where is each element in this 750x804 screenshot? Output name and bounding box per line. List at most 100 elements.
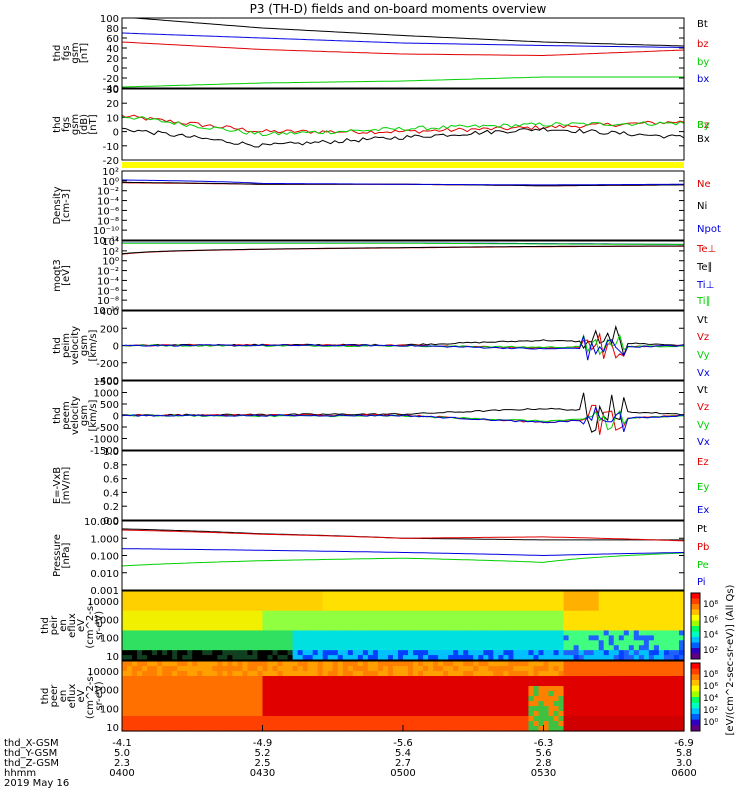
spectrogram-cell (262, 706, 269, 712)
spectrogram-cell (403, 630, 409, 636)
spectrogram-cell (392, 666, 399, 672)
spectrogram-cell (648, 605, 655, 612)
spectrogram-cell (548, 706, 555, 712)
spectrogram-cell (137, 661, 143, 667)
spectrogram-cell (668, 716, 675, 722)
spectrogram-cell (147, 691, 153, 697)
spectrogram-cell (387, 686, 394, 692)
spectrogram-cell (152, 726, 158, 732)
spectrogram-cell (177, 645, 183, 651)
spectrogram-cell (583, 681, 590, 687)
spectrogram-cell (408, 661, 414, 667)
spectrogram-cell (137, 726, 143, 732)
spectrogram-cell (272, 591, 279, 597)
spectrogram-cell (478, 661, 484, 667)
spectrogram-cell (438, 620, 444, 627)
spectrogram-cell (267, 650, 274, 656)
spectrogram-cell (458, 696, 464, 702)
x-tick-label: 5.8 (676, 748, 692, 759)
spectrogram-cell (277, 630, 284, 636)
spectrogram-cell (307, 716, 314, 722)
spectrogram-cell (483, 600, 489, 607)
spectrogram-cell (503, 671, 509, 677)
spectrogram-cell (543, 635, 550, 641)
spectrogram-cell (187, 625, 193, 632)
spectrogram-cell (603, 655, 610, 661)
spectrogram-cell (257, 600, 264, 607)
spectrogram-cell (633, 661, 640, 667)
spectrogram-cell (498, 716, 504, 722)
spectrogram-cell (192, 721, 198, 727)
spectrogram-cell (337, 615, 344, 622)
spectrogram-cell (172, 686, 178, 692)
spectrogram-cell (553, 711, 560, 717)
spectrogram-cell (558, 716, 565, 722)
spectrogram-cell (563, 726, 570, 732)
spectrogram-cell (292, 671, 299, 677)
spectrogram-cell (528, 671, 535, 677)
spectrogram-cell (458, 615, 464, 622)
spectrogram-cell (312, 615, 319, 622)
legend-label: Ne (697, 179, 711, 190)
spectrogram-cell (593, 600, 600, 607)
spectrogram-cell (332, 605, 339, 612)
spectrogram-cell (167, 615, 173, 622)
legend-label: Bt (697, 19, 708, 30)
spectrogram-cell (307, 686, 314, 692)
spectrogram-cell (352, 721, 359, 727)
spectrogram-cell (538, 726, 545, 732)
spectrogram-cell (513, 676, 520, 682)
spectrogram-cell (232, 681, 239, 687)
spectrogram-cell (212, 655, 218, 661)
spectrogram-cell (167, 640, 173, 646)
spectrogram-cell (418, 691, 424, 697)
panel-ylabel: eV (76, 689, 87, 702)
spectrogram-cell (182, 716, 188, 722)
spectrogram-cell (367, 676, 374, 682)
spectrogram-cell (403, 605, 409, 612)
spectrogram-cell (227, 655, 233, 661)
spectrogram-cell (202, 711, 208, 717)
spectrogram-cell (598, 645, 605, 651)
spectrogram-cell (242, 655, 249, 661)
spectrogram-cell (272, 711, 279, 717)
spectrogram-cell (608, 625, 615, 632)
spectrogram-cell (428, 691, 434, 697)
spectrogram-cell (262, 726, 269, 732)
electron-colorbar-segment (691, 668, 700, 675)
spectrogram-cell (122, 620, 128, 627)
spectrogram-cell (337, 610, 344, 617)
spectrogram-cell (458, 645, 464, 651)
spectrogram-cell (643, 645, 650, 651)
spectrogram-cell (252, 635, 259, 641)
spectrogram-cell (392, 630, 399, 636)
spectrogram-cell (137, 686, 143, 692)
spectrogram-cell (182, 610, 188, 617)
spectrogram-cell (418, 610, 424, 617)
spectrogram-cell (458, 600, 464, 607)
spectrogram-cell (513, 635, 520, 641)
spectrogram-cell (307, 676, 314, 682)
spectrogram-cell (478, 645, 484, 651)
spectrogram-cell (227, 610, 233, 617)
spectrogram-cell (277, 655, 284, 661)
spectrogram-cell (247, 625, 254, 632)
spectrogram-cell (207, 666, 213, 672)
spectrogram-cell (638, 671, 645, 677)
spectrogram-cell (277, 645, 284, 651)
spectrogram-cell (488, 610, 494, 617)
x-tick-label: 5.4 (395, 748, 411, 759)
spectrogram-cell (367, 605, 374, 612)
spectrogram-cell (613, 595, 620, 602)
spectrogram-cell (282, 620, 289, 627)
spectrogram-cell (563, 625, 570, 632)
spectrogram-cell (608, 630, 615, 636)
spectrogram-cell (332, 726, 339, 732)
spectrogram-cell (142, 701, 148, 707)
spectrogram-cell (573, 615, 580, 622)
panel-ylabel: [eV] (61, 265, 72, 286)
spectrogram-cell (503, 691, 509, 697)
spectrogram-cell (438, 676, 444, 682)
spectrogram-cell (638, 635, 645, 641)
spectrogram-cell (583, 711, 590, 717)
